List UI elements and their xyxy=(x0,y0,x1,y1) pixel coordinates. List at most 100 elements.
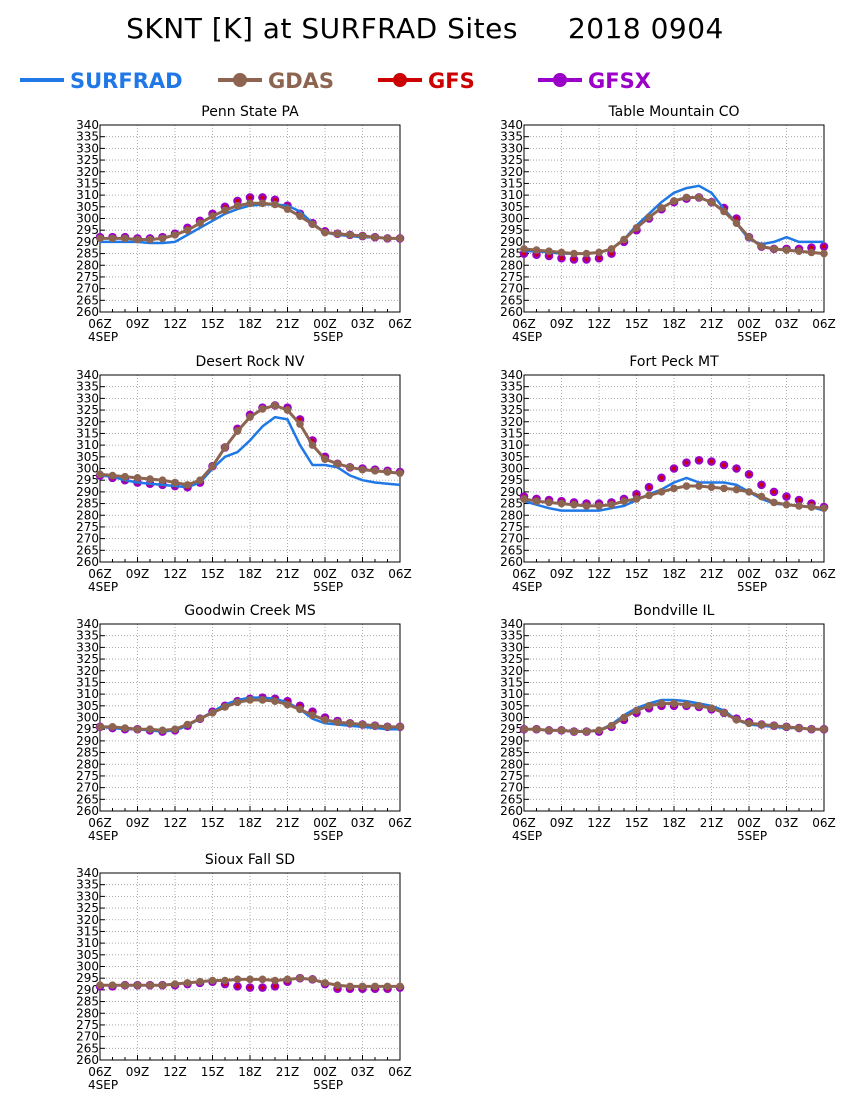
data-point xyxy=(133,981,142,989)
x-tick-label: 03Z xyxy=(351,816,375,830)
date-label-start: 4SEP xyxy=(88,1078,118,1092)
y-tick-label: 310 xyxy=(76,188,99,202)
data-point xyxy=(133,235,142,244)
y-tick-label: 285 xyxy=(76,995,99,1009)
legend-label: GFSX xyxy=(588,69,651,93)
panel-title: Goodwin Creek MS xyxy=(184,603,316,619)
data-point xyxy=(221,976,229,985)
x-tick-label: 06Z xyxy=(388,317,412,331)
legend-item-gfsx: GFSX xyxy=(538,69,651,93)
y-tick-label: 325 xyxy=(76,403,99,417)
series-gdas xyxy=(96,199,404,244)
data-point xyxy=(620,713,628,722)
data-point xyxy=(672,466,676,471)
data-point xyxy=(795,502,803,510)
y-tick-label: 270 xyxy=(500,282,523,296)
date-label-start: 4SEP xyxy=(512,580,542,594)
x-tick-label: 00Z xyxy=(313,317,337,331)
data-point xyxy=(707,198,716,206)
y-tick-label: 295 xyxy=(500,473,523,487)
y-tick-label: 340 xyxy=(76,118,99,132)
data-point xyxy=(296,420,304,428)
y-tick-label: 280 xyxy=(76,258,99,272)
y-tick-label: 280 xyxy=(76,1006,99,1020)
x-tick-label: 15Z xyxy=(201,567,225,581)
y-tick-label: 300 xyxy=(76,462,99,476)
x-tick-label: 15Z xyxy=(201,317,225,331)
data-point xyxy=(258,405,267,413)
y-tick-label: 270 xyxy=(500,532,523,546)
data-point xyxy=(233,201,242,210)
data-point xyxy=(745,233,753,241)
y-tick-label: 320 xyxy=(76,664,99,678)
y-tick-label: 340 xyxy=(76,866,99,880)
data-point xyxy=(196,977,204,986)
data-point xyxy=(383,982,392,991)
y-tick-label: 325 xyxy=(500,403,523,417)
y-tick-label: 300 xyxy=(500,462,523,476)
data-point xyxy=(670,699,678,708)
y-tick-label: 300 xyxy=(500,212,523,226)
data-point xyxy=(121,724,129,732)
y-tick-label: 305 xyxy=(76,699,99,713)
data-point xyxy=(308,441,317,449)
y-tick-label: 315 xyxy=(500,675,523,689)
data-point xyxy=(308,975,317,984)
data-point xyxy=(273,984,277,989)
y-tick-label: 285 xyxy=(76,247,99,261)
y-tick-label: 295 xyxy=(76,722,99,736)
data-point xyxy=(183,226,192,234)
data-point xyxy=(246,975,254,984)
y-tick-label: 260 xyxy=(76,555,99,569)
y-tick-label: 265 xyxy=(500,792,523,806)
legend-marker xyxy=(233,73,247,87)
data-point xyxy=(532,246,541,254)
data-point xyxy=(96,981,104,989)
panel-table-mountain-co: Table Mountain CO 26026527027528028529029… xyxy=(500,104,836,344)
legend-item-gfs: GFS xyxy=(378,69,475,93)
data-point xyxy=(595,248,603,257)
data-point xyxy=(246,696,254,704)
y-tick-label: 275 xyxy=(76,769,99,783)
x-tick-label: 18Z xyxy=(238,1065,262,1079)
x-tick-label: 21Z xyxy=(700,317,724,331)
x-tick-label: 06Z xyxy=(88,1065,112,1079)
data-point xyxy=(697,458,701,463)
x-tick-label: 18Z xyxy=(662,816,686,830)
grid xyxy=(100,624,400,811)
data-point xyxy=(547,253,551,258)
data-point xyxy=(607,245,616,253)
data-point xyxy=(235,198,240,203)
x-tick-label: 00Z xyxy=(313,1065,337,1079)
y-tick-label: 260 xyxy=(500,804,523,818)
y-tick-label: 320 xyxy=(76,415,99,429)
y-tick-label: 330 xyxy=(500,391,523,405)
x-tick-label: 06Z xyxy=(512,317,536,331)
legend: SURFRAD GDAS GFS GFSX xyxy=(20,69,651,93)
data-point xyxy=(121,472,129,481)
date-label-next: 5SEP xyxy=(313,580,343,594)
data-point xyxy=(545,247,553,256)
y-tick-label: 270 xyxy=(76,781,99,795)
data-point xyxy=(371,467,379,475)
y-tick-label: 270 xyxy=(76,532,99,546)
x-tick-label: 03Z xyxy=(775,567,799,581)
data-point xyxy=(720,484,728,493)
x-tick-label: 09Z xyxy=(550,317,574,331)
data-point xyxy=(757,492,766,501)
data-point xyxy=(770,245,778,253)
data-point xyxy=(795,724,803,732)
x-tick-label: 00Z xyxy=(737,567,761,581)
data-point xyxy=(682,193,691,202)
data-point xyxy=(321,979,329,987)
data-point xyxy=(221,206,229,215)
y-tick-label: 340 xyxy=(76,368,99,382)
data-point xyxy=(670,197,678,205)
data-point xyxy=(358,232,367,240)
y-tick-label: 305 xyxy=(76,450,99,464)
y-tick-label: 330 xyxy=(76,141,99,155)
data-point xyxy=(682,482,691,490)
y-tick-label: 315 xyxy=(76,675,99,689)
data-point xyxy=(96,234,104,243)
data-point xyxy=(396,723,404,731)
